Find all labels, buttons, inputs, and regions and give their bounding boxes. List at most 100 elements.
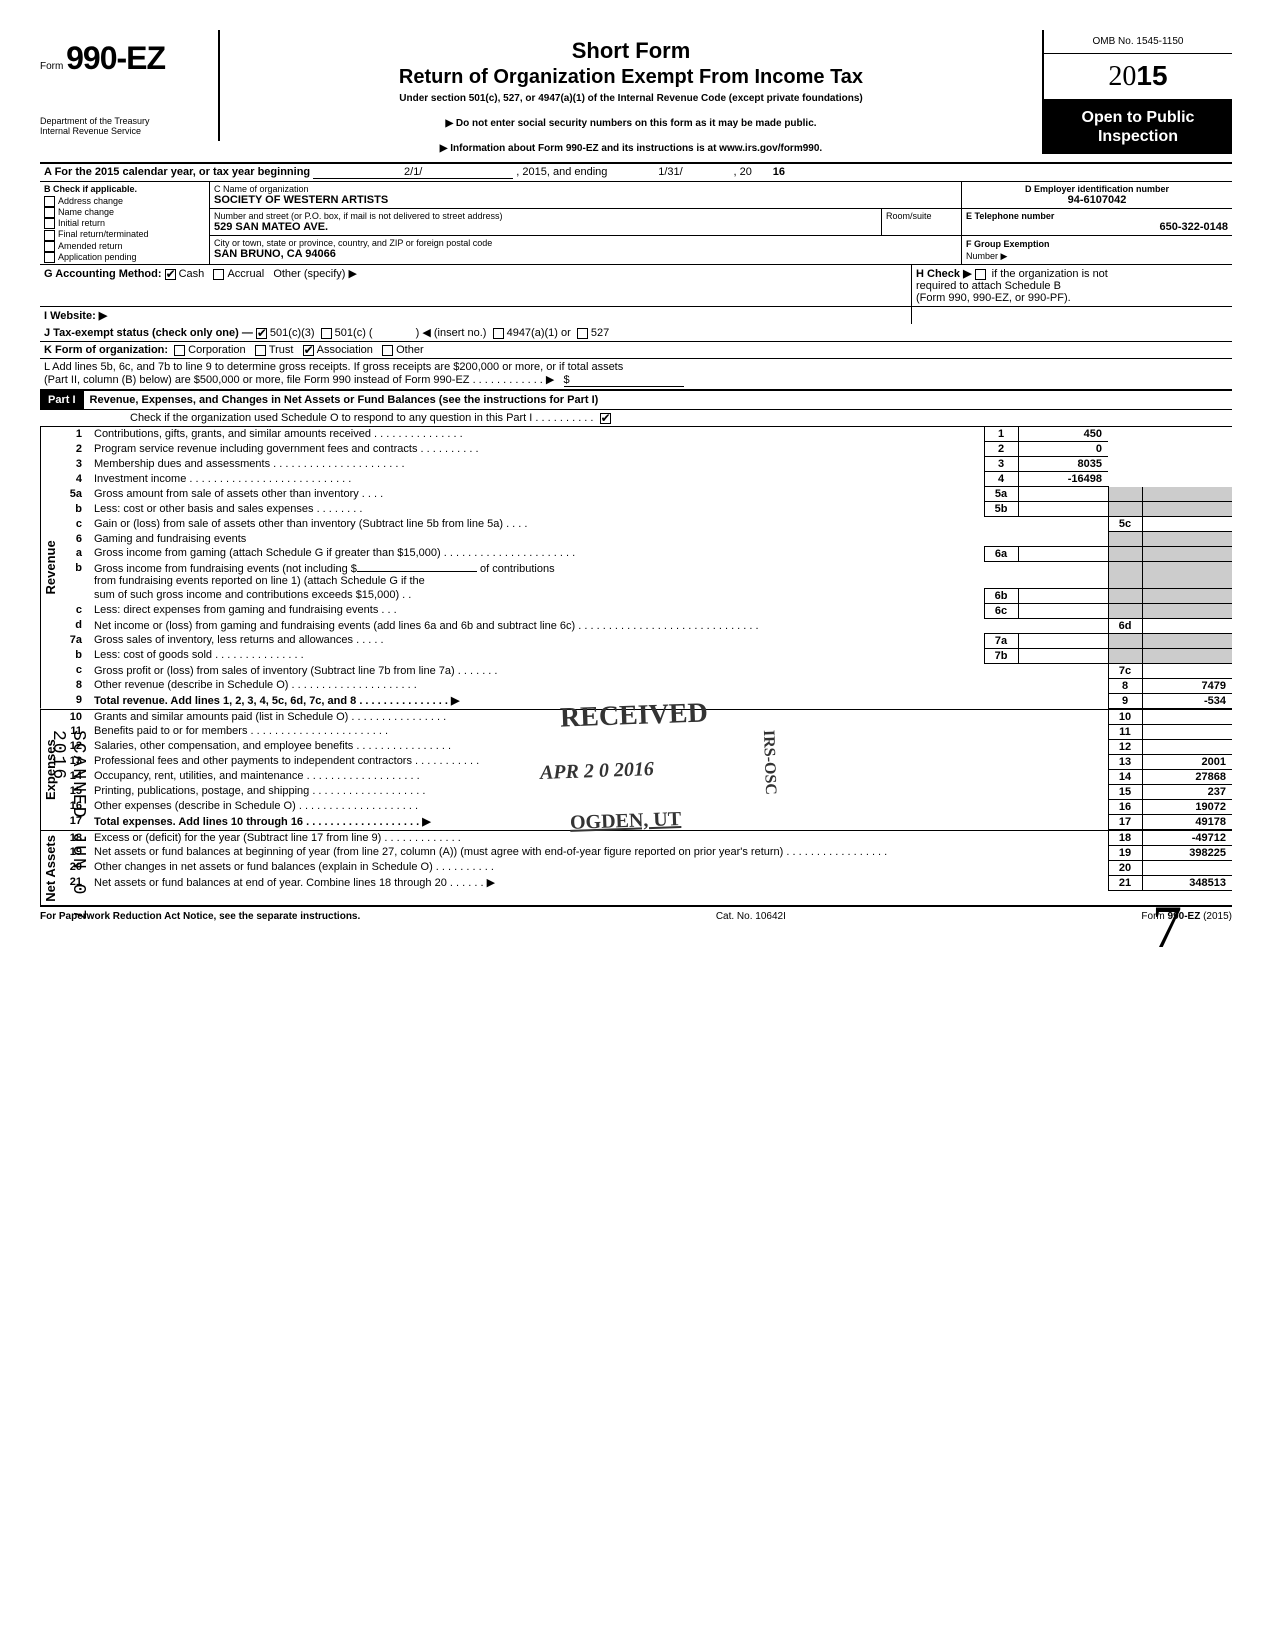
title-short-form: Short Form <box>230 38 1032 64</box>
amt-6a[interactable] <box>1018 546 1108 561</box>
line-a: A For the 2015 calendar year, or tax yea… <box>40 164 1232 182</box>
cb-assoc[interactable] <box>303 345 314 356</box>
cb-501c[interactable] <box>321 328 332 339</box>
year-end[interactable]: 1/31/ <box>610 166 730 178</box>
cb-other-org[interactable] <box>382 345 393 356</box>
cb-schedule-o[interactable] <box>600 413 611 424</box>
amt-5b[interactable] <box>1018 502 1108 517</box>
org-name[interactable]: SOCIETY OF WESTERN ARTISTS <box>214 194 957 206</box>
part1-badge: Part I <box>40 391 84 409</box>
amt-1[interactable]: 450 <box>1018 427 1108 442</box>
netassets-section: Net Assets 18Excess or (deficit) for the… <box>40 831 1232 908</box>
right-header-box: OMB No. 1545-1150 2015 Open to Public In… <box>1042 30 1232 154</box>
page-number-7: 7 <box>1152 893 1182 962</box>
tax-year: 2015 <box>1044 54 1232 100</box>
amt-6c[interactable] <box>1018 603 1108 618</box>
amt-15[interactable]: 237 <box>1142 784 1232 799</box>
cb-address-change[interactable]: Address change <box>44 196 205 207</box>
footer-left: For Paperwork Reduction Act Notice, see … <box>40 911 360 922</box>
amt-7c[interactable] <box>1142 663 1232 678</box>
year-end-yy[interactable]: 16 <box>755 166 785 178</box>
amt-16[interactable]: 19072 <box>1142 799 1232 814</box>
cb-trust[interactable] <box>255 345 266 356</box>
amt-12[interactable] <box>1142 739 1232 754</box>
amt-11[interactable] <box>1142 724 1232 739</box>
cb-initial-return[interactable]: Initial return <box>44 218 205 229</box>
open-to-public: Open to Public Inspection <box>1044 100 1232 154</box>
cb-accrual[interactable] <box>213 269 224 280</box>
cb-final-return[interactable]: Final return/terminated <box>44 229 205 240</box>
l-dollar[interactable]: $ <box>564 374 684 387</box>
org-address[interactable]: 529 SAN MATEO AVE. <box>214 221 877 233</box>
cb-4947[interactable] <box>493 328 504 339</box>
org-info-block: B Check if applicable. Address change Na… <box>40 182 1232 265</box>
omb-number: OMB No. 1545-1150 <box>1044 30 1232 54</box>
title-block: Short Form Return of Organization Exempt… <box>220 30 1042 162</box>
line-k: K Form of organization: Corporation Trus… <box>40 342 1232 359</box>
cb-corp[interactable] <box>174 345 185 356</box>
amt-5c[interactable] <box>1142 517 1232 532</box>
addr-label: Number and street (or P.O. box, if mail … <box>214 211 877 221</box>
line-i: I Website: ▶ <box>40 307 1232 324</box>
line-j: J Tax-exempt status (check only one) — 5… <box>40 324 1232 342</box>
part1-header: Part I Revenue, Expenses, and Changes in… <box>40 389 1232 410</box>
form-number-box: Form 990-EZ Department of the Treasury I… <box>40 30 220 141</box>
phone[interactable]: 650-322-0148 <box>966 221 1228 233</box>
amt-9[interactable]: -534 <box>1142 693 1232 708</box>
amt-2[interactable]: 0 <box>1018 442 1108 457</box>
warning-ssn: Do not enter social security numbers on … <box>230 118 1032 129</box>
year-begin[interactable]: 2/1/ <box>313 166 513 179</box>
line-g-h: G Accounting Method: Cash Accrual Other … <box>40 265 1232 307</box>
cb-name-change[interactable]: Name change <box>44 207 205 218</box>
form-number: 990-EZ <box>66 40 165 76</box>
ein[interactable]: 94-6107042 <box>966 194 1228 206</box>
c-label: C Name of organization <box>214 184 957 194</box>
amt-7a[interactable] <box>1018 633 1108 648</box>
info-link: Information about Form 990-EZ and its in… <box>230 143 1032 154</box>
amt-13[interactable]: 2001 <box>1142 754 1232 769</box>
revenue-table: 1Contributions, gifts, grants, and simil… <box>60 427 1232 709</box>
netassets-table: 18Excess or (deficit) for the year (Subt… <box>60 831 1232 891</box>
expenses-table: 10Grants and similar amounts paid (list … <box>60 710 1232 830</box>
scanned-stamp: SCANNED JUN 0 7 2016 <box>48 730 88 922</box>
amt-7b[interactable] <box>1018 648 1108 663</box>
amt-5a[interactable] <box>1018 487 1108 502</box>
part1-check-row: Check if the organization used Schedule … <box>40 410 1232 427</box>
amt-20[interactable] <box>1142 860 1232 875</box>
cb-schedule-b[interactable] <box>975 269 986 280</box>
amt-6b[interactable] <box>1018 588 1108 603</box>
form-header: Form 990-EZ Department of the Treasury I… <box>40 30 1232 164</box>
b-label: B Check if applicable. <box>40 182 209 196</box>
d-label: D Employer identification number <box>966 184 1228 194</box>
amt-4[interactable]: -16498 <box>1018 472 1108 487</box>
title-return: Return of Organization Exempt From Incom… <box>230 66 1032 89</box>
revenue-section: Revenue 1Contributions, gifts, grants, a… <box>40 427 1232 710</box>
cb-527[interactable] <box>577 328 588 339</box>
cb-pending[interactable]: Application pending <box>44 252 205 263</box>
cb-501c3[interactable] <box>256 328 267 339</box>
subtitle: Under section 501(c), 527, or 4947(a)(1)… <box>230 93 1032 104</box>
i-label: I Website: ▶ <box>44 310 107 322</box>
dept-irs: Internal Revenue Service <box>40 127 210 137</box>
amt-6d[interactable] <box>1142 618 1232 633</box>
amt-14[interactable]: 27868 <box>1142 769 1232 784</box>
g-label: G Accounting Method: <box>44 268 162 280</box>
amt-8[interactable]: 7479 <box>1142 678 1232 693</box>
page-footer: For Paperwork Reduction Act Notice, see … <box>40 907 1232 922</box>
e-label: E Telephone number <box>966 211 1228 221</box>
cb-cash[interactable] <box>165 269 176 280</box>
amt-17[interactable]: 49178 <box>1142 814 1232 829</box>
amt-18[interactable]: -49712 <box>1142 831 1232 846</box>
form-container: Form 990-EZ Department of the Treasury I… <box>40 30 1232 922</box>
part1-title: Revenue, Expenses, and Changes in Net As… <box>84 391 1232 409</box>
amt-3[interactable]: 8035 <box>1018 457 1108 472</box>
expenses-section: Expenses 10Grants and similar amounts pa… <box>40 710 1232 831</box>
amt-19[interactable]: 398225 <box>1142 845 1232 860</box>
room-suite-label: Room/suite <box>881 209 961 235</box>
f-label: F Group Exemption <box>966 239 1050 249</box>
amt-10[interactable] <box>1142 710 1232 725</box>
city-label: City or town, state or province, country… <box>214 238 957 248</box>
cb-amended[interactable]: Amended return <box>44 241 205 252</box>
amt-21[interactable]: 348513 <box>1142 875 1232 890</box>
org-city[interactable]: SAN BRUNO, CA 94066 <box>214 248 957 260</box>
